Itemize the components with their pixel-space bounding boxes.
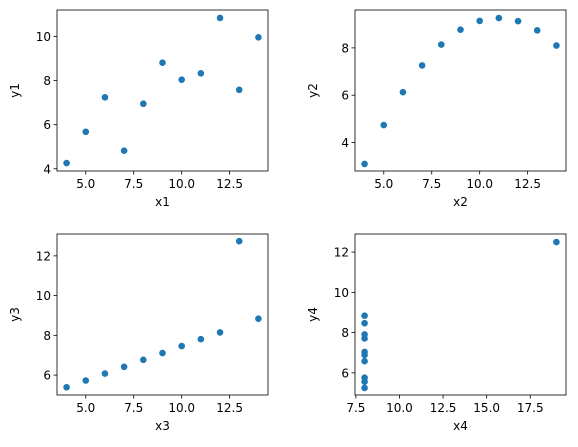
data-point xyxy=(140,100,147,108)
subplot-1: 5.0 7.5 10.0 12.5 4 6 8 10 x1 y1 xyxy=(8,9,269,209)
data-point xyxy=(361,378,368,386)
x-tick-label: 10.0 xyxy=(466,177,493,191)
y-tick-label: 4 xyxy=(43,162,51,176)
data-point xyxy=(514,17,522,25)
x-tick-label: 12.5 xyxy=(216,401,243,415)
y-tick-label: 8 xyxy=(43,74,51,88)
data-point xyxy=(361,319,368,327)
data-point xyxy=(101,94,109,101)
x-axis-label: x1 xyxy=(155,195,170,209)
data-point xyxy=(82,128,90,136)
data-point xyxy=(533,27,541,34)
y-tick-label: 6 xyxy=(341,89,349,103)
plot-frame-3 xyxy=(56,233,269,396)
data-point xyxy=(495,14,503,22)
data-point xyxy=(197,70,205,77)
data-point xyxy=(255,315,262,322)
data-point xyxy=(120,363,128,371)
data-point xyxy=(178,76,185,83)
y-tick-label: 10 xyxy=(36,289,51,303)
data-point xyxy=(361,312,368,320)
y-tick-label: 6 xyxy=(43,118,51,132)
data-point xyxy=(235,86,243,94)
x-tick-label: 5.0 xyxy=(76,177,95,191)
x-tick-label: 10.0 xyxy=(386,401,413,415)
data-point xyxy=(553,42,560,49)
data-point xyxy=(380,121,388,129)
data-point xyxy=(216,329,224,336)
subplot-3: 5.0 7.5 10.0 12.5 6 8 10 12 x3 y3 xyxy=(8,233,269,433)
x-tick-label: 7.5 xyxy=(124,401,143,415)
data-point xyxy=(438,41,445,48)
x-tick-label: 12.5 xyxy=(430,401,457,415)
x-tick-label: 15.0 xyxy=(473,401,500,415)
plot-frame-2 xyxy=(354,9,567,172)
data-point xyxy=(159,59,166,67)
data-point xyxy=(399,88,407,96)
y-tick-label: 6 xyxy=(341,366,349,380)
x-tick-label: 12.5 xyxy=(216,177,243,191)
y-tick-label: 6 xyxy=(43,369,51,383)
y-axis-label: y2 xyxy=(306,83,320,98)
data-point xyxy=(553,238,560,246)
y-tick-label: 4 xyxy=(341,136,349,150)
x-tick-label: 17.5 xyxy=(517,401,544,415)
x-tick-label: 10.0 xyxy=(168,177,195,191)
data-point xyxy=(178,342,185,350)
data-point xyxy=(159,349,166,357)
x-tick-label: 5.0 xyxy=(374,177,393,191)
x-tick-label: 5.0 xyxy=(76,401,95,415)
data-point xyxy=(140,356,147,364)
data-point xyxy=(418,62,426,69)
x-tick-label: 12.5 xyxy=(514,177,541,191)
x-tick-label: 10.0 xyxy=(168,401,195,415)
y-tick-label: 12 xyxy=(334,246,349,260)
data-point xyxy=(361,331,368,338)
x-axis-label: x2 xyxy=(453,195,468,209)
y-tick-label: 12 xyxy=(36,249,51,263)
subplot-2: 5.0 7.5 10.0 12.5 4 6 8 x2 y2 xyxy=(306,9,567,209)
y-tick-label: 10 xyxy=(36,30,51,44)
x-tick-label: 7.5 xyxy=(124,177,143,191)
data-point xyxy=(476,17,483,25)
data-point xyxy=(197,335,205,343)
y-tick-label: 10 xyxy=(334,286,349,300)
subplot-4: 7.5 10.0 12.5 15.0 17.5 6 8 10 12 x4 y4 xyxy=(306,233,567,433)
data-point xyxy=(63,383,70,391)
data-point xyxy=(255,34,262,41)
y-tick-label: 8 xyxy=(341,326,349,340)
data-point xyxy=(361,357,368,365)
data-point xyxy=(82,377,90,384)
data-point xyxy=(101,370,109,377)
x-tick-label: 7.5 xyxy=(422,177,441,191)
x-axis-label: x3 xyxy=(155,419,170,433)
data-point xyxy=(361,160,368,168)
data-point xyxy=(63,159,70,167)
y-tick-label: 8 xyxy=(341,41,349,55)
data-point xyxy=(235,237,243,245)
y-axis-label: y3 xyxy=(8,307,22,322)
data-point xyxy=(216,14,224,22)
x-tick-label: 7.5 xyxy=(346,401,365,415)
plot-frame-1 xyxy=(56,9,269,172)
data-point xyxy=(120,147,128,155)
plot-frame-4 xyxy=(354,233,567,396)
data-point xyxy=(457,26,464,33)
y-axis-label: y4 xyxy=(306,307,320,322)
y-axis-label: y1 xyxy=(8,83,22,98)
data-point xyxy=(361,384,368,392)
y-tick-label: 8 xyxy=(43,329,51,343)
data-point xyxy=(361,351,368,359)
x-axis-label: x4 xyxy=(453,419,468,433)
